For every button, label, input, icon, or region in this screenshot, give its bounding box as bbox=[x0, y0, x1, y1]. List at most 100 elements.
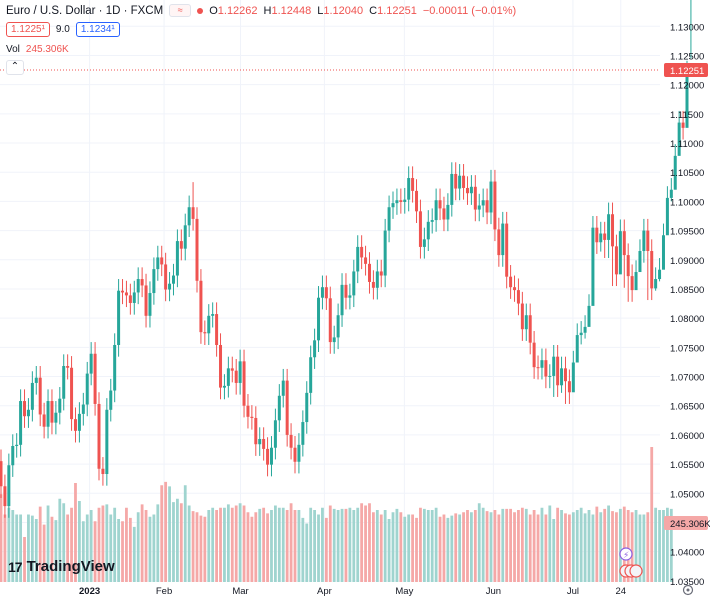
volume-bar bbox=[3, 514, 7, 582]
volume-bar bbox=[615, 512, 618, 582]
candle-body bbox=[11, 445, 15, 466]
tradingview-logo[interactable]: 17 TradingView bbox=[8, 558, 115, 575]
y-tick-label: 1.10000 bbox=[670, 197, 704, 208]
candle-body bbox=[371, 281, 375, 288]
volume-bar bbox=[430, 510, 434, 582]
tradingview-logo-icon: 17 bbox=[8, 558, 23, 575]
volume-bar bbox=[30, 515, 34, 582]
candle-body bbox=[332, 337, 336, 343]
candle-body bbox=[175, 241, 179, 276]
volume-bar bbox=[442, 514, 446, 582]
last-volume-label: 245.306K bbox=[670, 519, 710, 530]
axes[interactable]: 1.13000 1.12500 1.12000 1.11500 1.11000 1.105… bbox=[79, 22, 710, 597]
candle-body bbox=[618, 231, 622, 275]
y-tick-label: 1.09000 bbox=[670, 256, 704, 267]
volume-bar bbox=[289, 503, 293, 582]
candle-body bbox=[0, 461, 3, 487]
y-tick-label: 1.07500 bbox=[670, 343, 704, 354]
gear-center bbox=[686, 588, 690, 592]
market-closed-dot[interactable] bbox=[197, 7, 204, 14]
volume-bar bbox=[552, 519, 556, 582]
volume-bar bbox=[458, 514, 462, 582]
candle-body bbox=[148, 293, 152, 316]
volume-bar bbox=[34, 519, 38, 582]
sell-price-button[interactable]: 1.1225¹ bbox=[6, 22, 50, 37]
volume-label[interactable]: Vol bbox=[6, 44, 20, 55]
candle-body bbox=[575, 335, 579, 363]
candle-body bbox=[403, 199, 407, 202]
volume-bar bbox=[160, 485, 164, 582]
volume-bar bbox=[422, 508, 426, 582]
candle-body bbox=[540, 360, 544, 368]
candle-body bbox=[62, 366, 66, 399]
volume-bar bbox=[332, 508, 336, 582]
volume-bar bbox=[352, 510, 356, 582]
candle-body bbox=[567, 381, 571, 393]
candle-body bbox=[113, 344, 117, 391]
y-tick-label: 1.03500 bbox=[670, 577, 704, 588]
candle-body bbox=[297, 444, 301, 462]
volume-bar bbox=[223, 507, 226, 582]
volume-bar bbox=[666, 507, 669, 582]
volume-bar bbox=[626, 510, 630, 582]
volume-bar bbox=[254, 512, 258, 582]
candle-body bbox=[516, 290, 520, 304]
ohlc-close: C1.12251 bbox=[369, 4, 417, 17]
volume-bar bbox=[195, 512, 199, 582]
collapse-legend-button[interactable]: ⌃ bbox=[6, 60, 24, 75]
volume-bar bbox=[450, 515, 454, 582]
buy-price-button[interactable]: 1.1234¹ bbox=[75, 22, 120, 37]
volume-bar bbox=[328, 505, 332, 582]
volume-bar bbox=[360, 503, 364, 582]
candle-body bbox=[195, 218, 199, 281]
volume-bar bbox=[128, 517, 132, 582]
ohlc-open: O1.12262 bbox=[209, 4, 258, 17]
candle-body bbox=[15, 444, 19, 446]
volume-bar bbox=[7, 507, 11, 582]
volume-bar bbox=[211, 507, 215, 582]
y-tick-label: 1.13000 bbox=[670, 22, 704, 33]
candle-body bbox=[340, 284, 344, 316]
market-status-flag[interactable]: ≈ bbox=[169, 4, 192, 17]
candle-body bbox=[207, 315, 211, 334]
candle-body bbox=[462, 175, 466, 188]
y-tick-label: 1.11000 bbox=[670, 139, 704, 150]
candle-body bbox=[320, 287, 324, 298]
volume-bar bbox=[587, 510, 591, 582]
candle-body bbox=[89, 353, 93, 374]
candle-body bbox=[226, 368, 230, 386]
candle-body bbox=[661, 235, 665, 270]
candle-body bbox=[266, 448, 270, 465]
volume-bar bbox=[603, 508, 607, 582]
candle-body bbox=[469, 186, 473, 194]
spread-value: 9.0 bbox=[55, 24, 70, 35]
symbol-title[interactable]: Euro / U.S. Dollar · 1D · FXCM bbox=[6, 4, 164, 17]
candle-body bbox=[352, 271, 356, 296]
candle-body bbox=[73, 419, 77, 431]
volume-bar bbox=[470, 512, 473, 582]
candle-body bbox=[109, 390, 113, 410]
volume-bar bbox=[250, 516, 254, 582]
candle-body bbox=[93, 353, 97, 404]
tradingview-logo-text: TradingView bbox=[26, 558, 115, 575]
candle-body bbox=[532, 342, 536, 368]
event-lightning-icon[interactable]: ⚡ bbox=[619, 547, 633, 561]
candle-body bbox=[630, 276, 634, 291]
volume-bar bbox=[11, 510, 15, 582]
candle-body bbox=[626, 255, 630, 277]
candle-body bbox=[481, 200, 485, 206]
volume-bar bbox=[654, 507, 658, 582]
volume-bar bbox=[642, 514, 646, 582]
price-change: −0.00011 (−0.01%) bbox=[422, 4, 517, 17]
volume-bar bbox=[336, 510, 340, 582]
volume-bar bbox=[301, 517, 305, 582]
candle-body bbox=[493, 181, 497, 230]
event-flags-icon[interactable] bbox=[619, 564, 643, 578]
ohlc-high: H1.12448 bbox=[263, 4, 312, 17]
candle-body bbox=[524, 315, 528, 330]
trade-prices: 1.1225¹ 9.0 1.1234¹ bbox=[6, 22, 120, 37]
settings-gear-icon[interactable] bbox=[682, 584, 694, 596]
volume-bar bbox=[321, 507, 324, 582]
